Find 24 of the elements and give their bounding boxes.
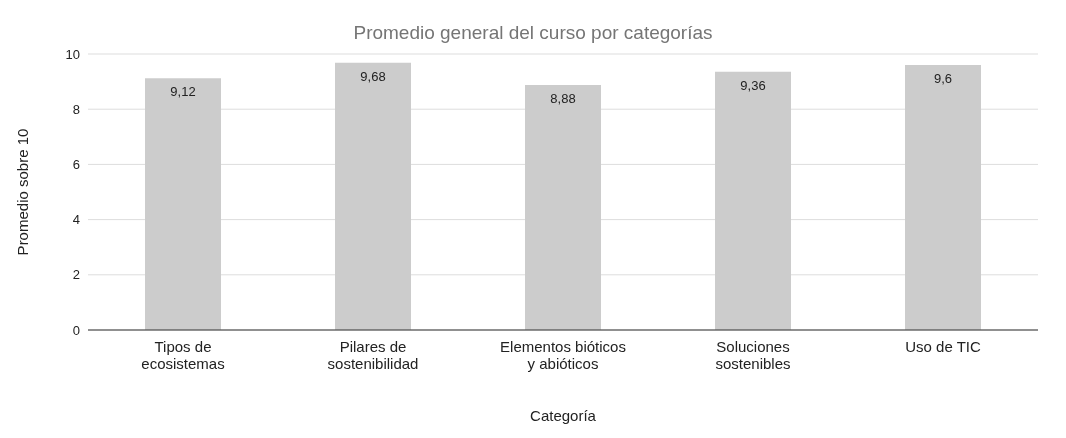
data-label: 8,88 bbox=[550, 90, 576, 106]
data-label: 9,12 bbox=[170, 84, 196, 100]
bar bbox=[905, 65, 981, 330]
y-axis-title: Promedio sobre 10 bbox=[14, 128, 32, 256]
y-tick-label: 4 bbox=[72, 212, 80, 228]
data-label: 9,6 bbox=[933, 71, 953, 87]
x-tick-label: Soluciones sostenibles bbox=[715, 338, 791, 372]
x-tick-label: Uso de TIC bbox=[905, 338, 981, 355]
x-tick-label: Tipos de ecosistemas bbox=[141, 338, 225, 372]
data-label: 9,36 bbox=[740, 77, 766, 93]
bar bbox=[525, 84, 601, 330]
data-label: 9,68 bbox=[360, 68, 386, 84]
y-tick-label: 2 bbox=[72, 267, 80, 283]
y-tick-label: 10 bbox=[65, 46, 80, 62]
bar bbox=[715, 71, 791, 330]
bar bbox=[335, 62, 411, 330]
y-tick-label: 0 bbox=[72, 322, 80, 338]
x-tick-label: Elementos bióticos y abióticos bbox=[500, 338, 626, 372]
chart-title: Promedio general del curso por categorías bbox=[352, 22, 714, 44]
y-tick-label: 8 bbox=[72, 101, 80, 117]
y-tick-label: 6 bbox=[72, 157, 80, 173]
bar bbox=[145, 78, 221, 330]
x-tick-label: Pilares de sostenibilidad bbox=[327, 338, 419, 372]
x-axis-title: Categoría bbox=[529, 407, 597, 424]
